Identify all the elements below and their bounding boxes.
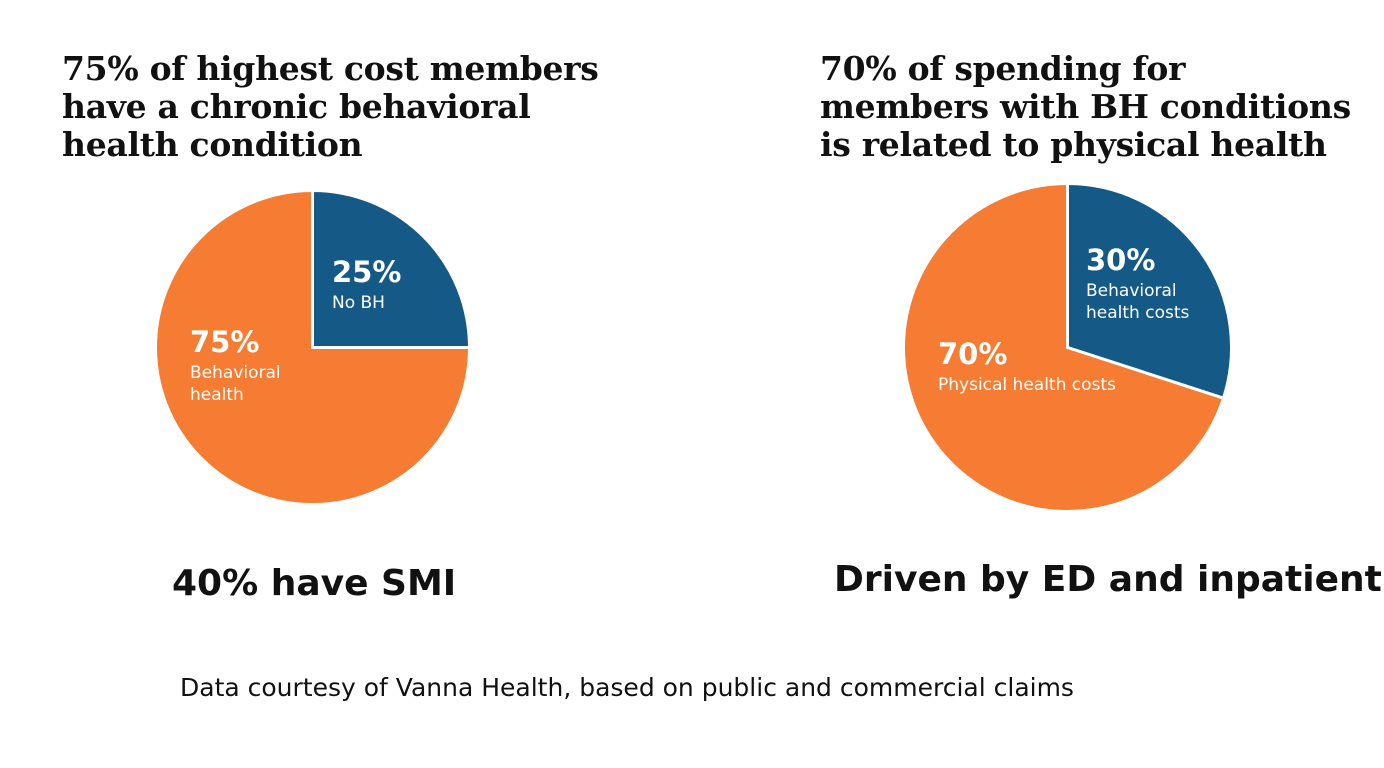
left-pie-slice-0 <box>311 188 472 349</box>
right-pie-slice-0 <box>1066 181 1233 401</box>
left-chart-note: 40% have SMI <box>172 563 457 604</box>
left-title-line-1: 75% of highest cost members <box>62 49 599 88</box>
right-slice-0-name-label: health costs <box>1086 303 1189 323</box>
right-slice-1-name-label: Physical health costs <box>938 375 1116 395</box>
left-slice-0-name-label: No BH <box>332 293 385 313</box>
left-title-line-2: have a chronic behavioral <box>62 87 531 126</box>
right-chart-title: 70% of spending for members with BH cond… <box>820 50 1351 164</box>
right-chart-note: Driven by ED and inpatient <box>834 559 1382 600</box>
right-slice-1-percent-label: 70% <box>938 337 1007 371</box>
left-slice-0-percent-label: 25% <box>332 255 401 289</box>
left-slice-1-name-label: health <box>190 385 244 405</box>
right-title-line-3: is related to physical health <box>820 125 1327 164</box>
right-title-line-1: 70% of spending for <box>820 49 1186 88</box>
left-slice-1-percent-label: 75% <box>190 325 259 359</box>
left-title-line-3: health condition <box>62 125 363 164</box>
left-slice-1-name-label: Behavioral <box>190 363 281 383</box>
left-chart-title: 75% of highest cost members have a chron… <box>62 50 599 164</box>
right-slice-0-percent-label: 30% <box>1086 243 1155 277</box>
left-pie-slice-1 <box>154 188 472 506</box>
right-slice-0-name-label: Behavioral <box>1086 281 1177 301</box>
right-pie-slice-1 <box>902 181 1226 513</box>
source-footnote: Data courtesy of Vanna Health, based on … <box>180 673 1074 702</box>
right-title-line-2: members with BH conditions <box>820 87 1351 126</box>
